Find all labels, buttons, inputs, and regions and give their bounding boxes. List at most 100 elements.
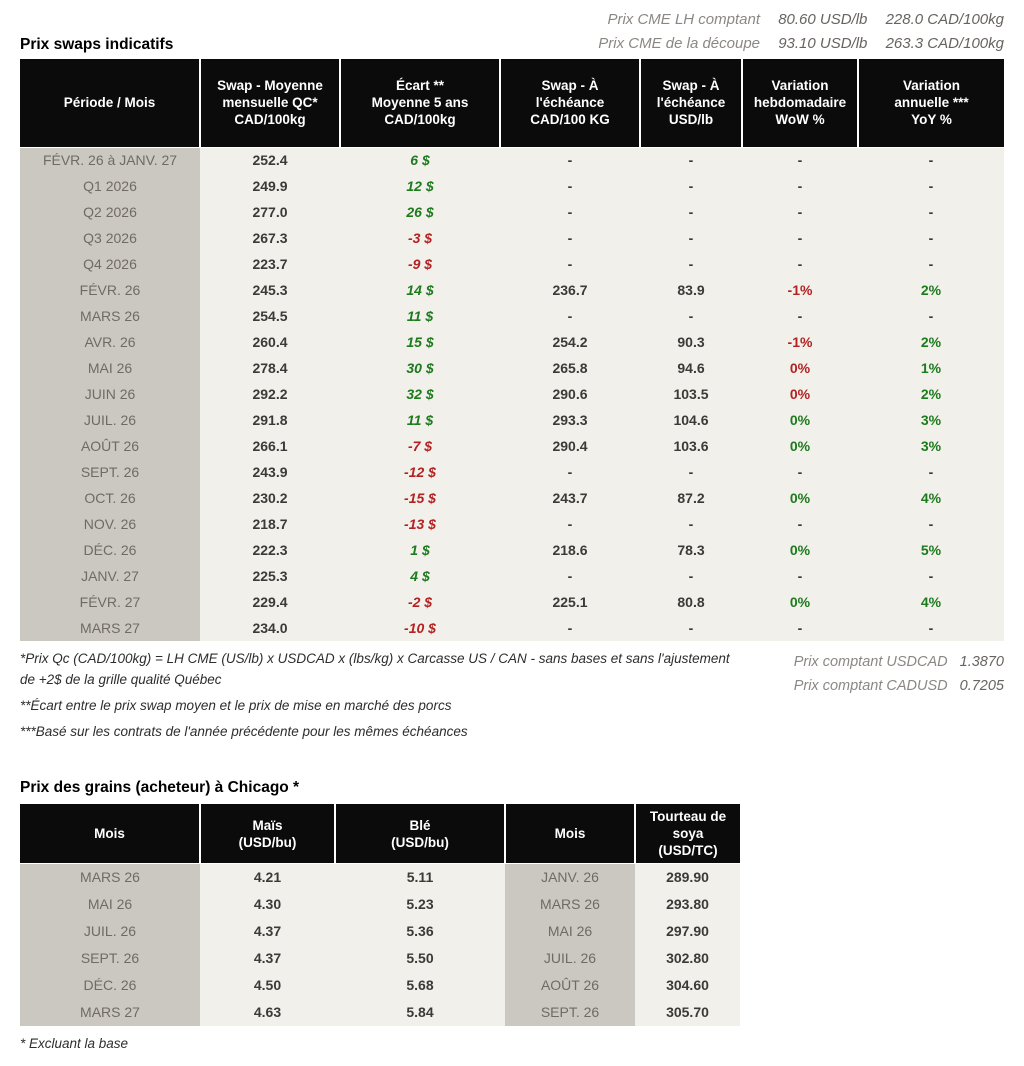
swaps-column-header: Période / Mois xyxy=(20,59,201,148)
grains-row: SEPT. 26 4.37 5.50 JUIL. 26 302.80 xyxy=(20,944,740,972)
soymeal-price-cell: 297.90 xyxy=(635,917,740,945)
swap-cad-cell: - xyxy=(500,225,640,251)
swaps-row: AVR. 26 260.4 15 $254.2 90.3 -1% 2% xyxy=(20,329,1004,355)
ecart-cell: 15 $ xyxy=(340,329,500,355)
swap-usd-cell: 90.3 xyxy=(640,329,742,355)
wheat-price-cell: 5.50 xyxy=(335,944,505,972)
period-cell: Q3 2026 xyxy=(20,225,200,251)
ecart-cell: 11 $ xyxy=(340,303,500,329)
grains-column-header: Tourteau de soya (USD/TC) xyxy=(635,804,740,864)
swap-cad-cell: 225.1 xyxy=(500,589,640,615)
grains-title: Prix des grains (acheteur) à Chicago * xyxy=(20,779,300,796)
swaps-column-header: Swap - À l'échéance USD/lb xyxy=(640,59,743,148)
swaps-title: Prix swaps indicatifs xyxy=(20,36,174,53)
grain-month-cell: DÉC. 26 xyxy=(20,971,200,999)
swaps-header-row: Période / Mois Swap - Moyenne mensuelle Q… xyxy=(20,59,1004,148)
swap-avg-cell: 218.7 xyxy=(200,511,340,537)
soymeal-price-cell: 293.80 xyxy=(635,890,740,918)
ecart-cell: 1 $ xyxy=(340,537,500,563)
yoy-cell: - xyxy=(858,459,1004,485)
wheat-price-cell: 5.23 xyxy=(335,890,505,918)
cme-cutout-usd: 93.10 USD/lb xyxy=(778,35,868,52)
swap-usd-cell: - xyxy=(640,173,742,199)
fx-cadusd-label: Prix comptant CADUSD xyxy=(793,678,948,694)
yoy-cell: - xyxy=(858,173,1004,199)
swap-usd-cell: 103.6 xyxy=(640,433,742,459)
swap-avg-cell: 266.1 xyxy=(200,433,340,459)
grains-row: MARS 27 4.63 5.84 SEPT. 26 305.70 xyxy=(20,998,740,1026)
period-cell: MARS 27 xyxy=(20,615,200,641)
yoy-cell: - xyxy=(858,199,1004,225)
swaps-row: OCT. 26 230.2 -15 $243.7 87.2 0% 4% xyxy=(20,485,1004,511)
swaps-row: SEPT. 26 243.9 -12 $ - - - - xyxy=(20,459,1004,485)
soymeal-month-cell: SEPT. 26 xyxy=(505,998,635,1026)
swap-cad-cell: - xyxy=(500,173,640,199)
grains-row: DÉC. 26 4.50 5.68 AOÛT 26 304.60 xyxy=(20,971,740,999)
soymeal-price-cell: 305.70 xyxy=(635,998,740,1026)
yoy-cell: 5% xyxy=(858,537,1004,563)
fx-usdcad-line: Prix comptant USDCAD 1.3870 xyxy=(794,650,1004,674)
swap-cad-cell: - xyxy=(500,511,640,537)
swaps-column-header: Variation annuelle *** YoY % xyxy=(858,59,1004,148)
footnote-contrats: ***Basé sur les contrats de l'année préc… xyxy=(20,724,468,739)
swaps-row: FÉVR. 26 à JANV. 27 252.4 6 $ - - - - xyxy=(20,147,1004,173)
swap-cad-cell: 290.6 xyxy=(500,381,640,407)
cme-lh-spot-label: Prix CME LH comptant xyxy=(607,11,761,28)
grains-row: JUIL. 26 4.37 5.36 MAI 26 297.90 xyxy=(20,917,740,945)
swaps-row: JUIN 26 292.2 32 $290.6 103.5 0% 2% xyxy=(20,381,1004,407)
swap-usd-cell: - xyxy=(640,147,742,173)
period-cell: Q2 2026 xyxy=(20,199,200,225)
ecart-cell: -9 $ xyxy=(340,251,500,277)
corn-price-cell: 4.21 xyxy=(200,863,335,891)
grains-table: Mois Maïs (USD/bu) Blé (USD/bu) Mois Tourtea… xyxy=(20,804,740,1026)
wow-cell: -1% xyxy=(742,329,858,355)
cme-cutout-line: Prix CME de la découpe 93.10 USD/lb 263.… xyxy=(598,32,1004,56)
swap-avg-cell: 292.2 xyxy=(200,381,340,407)
yoy-cell: 1% xyxy=(858,355,1004,381)
period-cell: NOV. 26 xyxy=(20,511,200,537)
swap-cad-cell: - xyxy=(500,459,640,485)
swap-usd-cell: - xyxy=(640,225,742,251)
yoy-cell: 4% xyxy=(858,485,1004,511)
wow-cell: -1% xyxy=(742,277,858,303)
fx-cadusd-value: 0.7205 xyxy=(959,678,1004,694)
swap-avg-cell: 278.4 xyxy=(200,355,340,381)
soymeal-month-cell: JANV. 26 xyxy=(505,863,635,891)
wow-cell: - xyxy=(742,147,858,173)
ecart-cell: 4 $ xyxy=(340,563,500,589)
cme-lh-spot-line: Prix CME LH comptant 80.60 USD/lb 228.0 … xyxy=(598,8,1004,32)
period-cell: FÉVR. 26 xyxy=(20,277,200,303)
soymeal-month-cell: AOÛT 26 xyxy=(505,971,635,999)
soymeal-price-cell: 304.60 xyxy=(635,971,740,999)
ecart-cell: -10 $ xyxy=(340,615,500,641)
wheat-price-cell: 5.11 xyxy=(335,863,505,891)
swap-usd-cell: 80.8 xyxy=(640,589,742,615)
ecart-cell: -3 $ xyxy=(340,225,500,251)
yoy-cell: - xyxy=(858,147,1004,173)
corn-price-cell: 4.37 xyxy=(200,917,335,945)
swap-avg-cell: 260.4 xyxy=(200,329,340,355)
wow-cell: 0% xyxy=(742,433,858,459)
swap-cad-cell: 243.7 xyxy=(500,485,640,511)
swap-avg-cell: 222.3 xyxy=(200,537,340,563)
wheat-price-cell: 5.68 xyxy=(335,971,505,999)
ecart-cell: -15 $ xyxy=(340,485,500,511)
swap-usd-cell: 78.3 xyxy=(640,537,742,563)
swap-usd-cell: - xyxy=(640,251,742,277)
grain-month-cell: SEPT. 26 xyxy=(20,944,200,972)
swaps-row: FÉVR. 27 229.4 -2 $225.1 80.8 0% 4% xyxy=(20,589,1004,615)
ecart-cell: 32 $ xyxy=(340,381,500,407)
period-cell: SEPT. 26 xyxy=(20,459,200,485)
fx-usdcad-label: Prix comptant USDCAD xyxy=(793,654,948,670)
period-cell: Q4 2026 xyxy=(20,251,200,277)
swap-usd-cell: - xyxy=(640,303,742,329)
period-cell: FÉVR. 27 xyxy=(20,589,200,615)
swap-cad-cell: - xyxy=(500,199,640,225)
swap-avg-cell: 230.2 xyxy=(200,485,340,511)
period-cell: JUIN 26 xyxy=(20,381,200,407)
yoy-cell: - xyxy=(858,615,1004,641)
ecart-cell: 14 $ xyxy=(340,277,500,303)
ecart-cell: -7 $ xyxy=(340,433,500,459)
swap-usd-cell: - xyxy=(640,511,742,537)
